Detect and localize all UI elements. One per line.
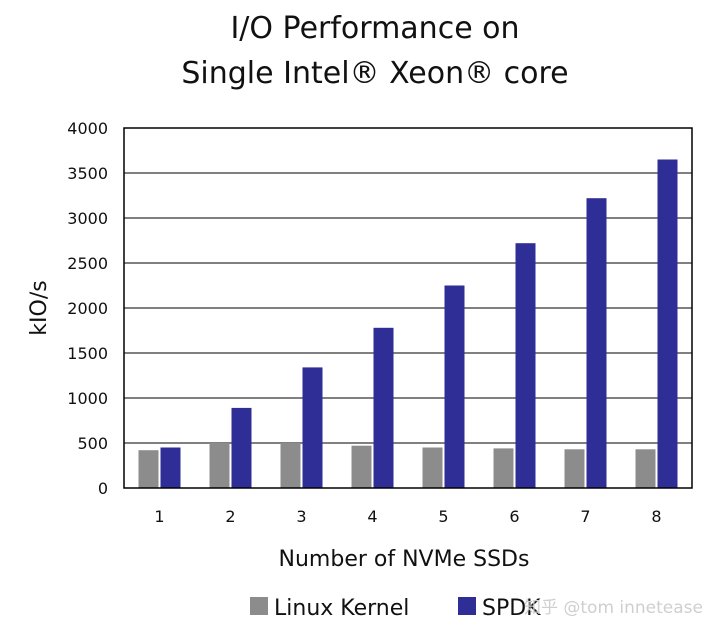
y-tick-label: 3500 bbox=[67, 164, 108, 183]
gridlines bbox=[124, 127, 692, 489]
bar-linux-kernel bbox=[564, 449, 585, 488]
bar-linux-kernel bbox=[209, 443, 230, 488]
bar-spdk bbox=[302, 367, 323, 488]
bar-linux-kernel bbox=[138, 450, 159, 488]
bar-linux-kernel bbox=[351, 445, 372, 488]
x-axis-ticks: 1 2 3 4 5 6 7 8 bbox=[154, 507, 661, 526]
legend: Linux Kernel SPDK bbox=[250, 596, 541, 621]
x-tick-label: 3 bbox=[296, 507, 306, 526]
x-axis-title: Number of NVMe SSDs bbox=[279, 547, 530, 572]
y-tick-label: 500 bbox=[77, 434, 108, 453]
y-tick-label: 4000 bbox=[67, 119, 108, 138]
y-axis-ticks: 0 500 1000 1500 2000 2500 3000 3500 4000 bbox=[67, 119, 108, 498]
bars bbox=[138, 159, 678, 488]
bar-linux-kernel bbox=[280, 443, 301, 488]
bar-linux-kernel bbox=[422, 447, 443, 488]
plot-area bbox=[123, 127, 693, 489]
bar-spdk bbox=[373, 327, 394, 488]
bar-spdk bbox=[657, 159, 678, 488]
chart-title: I/O Performance on Single Intel® Xeon® c… bbox=[181, 11, 568, 91]
x-tick-label: 1 bbox=[154, 507, 164, 526]
x-tick-label: 4 bbox=[367, 507, 377, 526]
chart-title-line-1: I/O Performance on bbox=[230, 11, 519, 46]
bar-spdk bbox=[586, 198, 607, 488]
legend-swatch bbox=[458, 597, 476, 615]
y-tick-label: 3000 bbox=[67, 209, 108, 228]
x-tick-label: 8 bbox=[651, 507, 661, 526]
bar-spdk bbox=[231, 407, 252, 488]
x-tick-label: 5 bbox=[438, 507, 448, 526]
legend-label: SPDK bbox=[482, 596, 541, 621]
bar-spdk bbox=[444, 285, 465, 488]
y-tick-label: 1500 bbox=[67, 344, 108, 363]
x-tick-label: 7 bbox=[580, 507, 590, 526]
y-tick-label: 2500 bbox=[67, 254, 108, 273]
y-tick-label: 2000 bbox=[67, 299, 108, 318]
x-tick-label: 6 bbox=[509, 507, 519, 526]
legend-label: Linux Kernel bbox=[274, 596, 409, 621]
chart-title-line-2: Single Intel® Xeon® core bbox=[181, 56, 568, 91]
legend-swatch bbox=[250, 597, 268, 615]
bar-linux-kernel bbox=[635, 449, 656, 488]
y-axis-title: kIO/s bbox=[27, 280, 52, 335]
x-tick-label: 2 bbox=[225, 507, 235, 526]
watermark: 知乎 @tom innetease bbox=[524, 598, 703, 618]
y-tick-label: 0 bbox=[98, 479, 108, 498]
bar-linux-kernel bbox=[493, 448, 514, 488]
bar-spdk bbox=[515, 243, 536, 488]
bar-spdk bbox=[160, 447, 181, 488]
y-tick-label: 1000 bbox=[67, 389, 108, 408]
